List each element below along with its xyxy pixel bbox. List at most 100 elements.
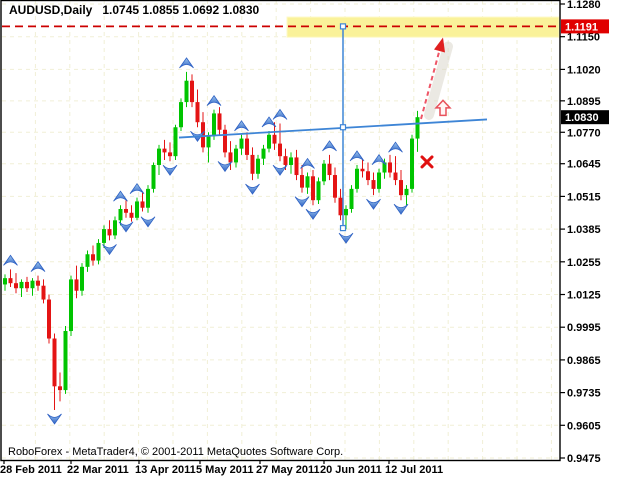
candle-body: [8, 278, 13, 284]
candle-body: [107, 229, 112, 236]
candle-body: [278, 143, 282, 157]
fractal-up-icon: [179, 57, 194, 69]
price-axis-label: 0.9865: [567, 355, 601, 367]
candle-body: [140, 201, 145, 208]
candle-body: [377, 172, 381, 189]
price-axis-label: 1.0385: [567, 224, 601, 236]
candle-body: [393, 172, 398, 181]
stop-x-marker[interactable]: [420, 155, 434, 169]
date-axis-label: 22 Mar 2011: [67, 464, 129, 476]
candle-body: [96, 242, 101, 261]
selection-handle[interactable]: [339, 124, 347, 131]
price-axis-label: 0.9605: [567, 420, 601, 432]
candle-body: [355, 168, 359, 189]
date-axis-label: 12 Jul 2011: [385, 464, 443, 476]
candle-body: [404, 188, 409, 196]
fractal-up-icon: [129, 182, 145, 194]
candle-body: [129, 212, 134, 218]
candle-body: [190, 80, 194, 103]
candle-body: [415, 117, 420, 139]
price-axis-label: 1.0125: [567, 290, 601, 302]
arrow-shadow-band: [424, 41, 453, 120]
price-axis-label: 1.0770: [567, 127, 601, 139]
candle-body: [41, 285, 46, 300]
candle-body: [360, 168, 365, 172]
fractal-down-icon: [140, 216, 156, 228]
candle-body: [102, 229, 106, 243]
fractal-down-icon: [162, 164, 178, 176]
price-axis-label: 1.1280: [567, 0, 601, 11]
candle-body: [36, 280, 40, 286]
candle-body: [300, 175, 304, 188]
price-axis-label: 0.9475: [567, 453, 601, 465]
fractal-up-icon: [300, 157, 315, 169]
fractal-up-icon: [234, 120, 249, 132]
breakout-up-arrow-icon[interactable]: [434, 99, 452, 117]
candle-body: [228, 152, 233, 163]
selection-handle[interactable]: [339, 225, 347, 232]
candle-body: [371, 180, 376, 189]
candle-body: [388, 162, 392, 173]
candle-body: [91, 254, 95, 261]
candle-body: [173, 127, 178, 157]
date-axis-label: 5 May 2011: [196, 464, 254, 476]
fractal-down-icon: [217, 161, 233, 173]
price-axis-label: 0.9735: [567, 388, 601, 400]
price-axis-label: 1.0515: [567, 191, 601, 203]
date-axis-label: 13 Apr 2011: [135, 464, 196, 476]
candle-body: [217, 113, 222, 130]
date-axis-label: 20 Jun 2011: [320, 464, 382, 476]
candle-body: [162, 148, 167, 153]
candle-body: [47, 299, 51, 339]
symbol-period-label: AUDUSD,Daily: [9, 3, 93, 17]
candle-body: [327, 163, 332, 176]
candle-body: [184, 80, 189, 103]
candle-body: [113, 220, 117, 236]
price-axis-label: 0.9995: [567, 322, 601, 334]
fractal-up-icon: [30, 260, 46, 272]
candle-body: [30, 280, 35, 289]
fractal-up-icon: [388, 141, 403, 153]
projection-arrow-line[interactable]: [420, 48, 441, 120]
candle-body: [3, 278, 7, 285]
candle-body: [267, 134, 271, 149]
candle-body: [294, 157, 299, 176]
fractal-down-icon: [338, 232, 354, 244]
candle-body: [151, 164, 156, 189]
fractal-down-icon: [366, 198, 381, 210]
price-axis-label: 1.0255: [567, 257, 601, 269]
selection-handle[interactable]: [339, 23, 347, 30]
candle-body: [250, 154, 255, 174]
candle-body: [69, 279, 73, 331]
candle-body: [201, 122, 205, 148]
candle-body: [316, 181, 321, 201]
current-price-label-box: [561, 110, 609, 125]
candle-body: [195, 102, 200, 123]
candle-body: [14, 283, 18, 289]
date-axis-label: 27 May 2011: [256, 464, 320, 476]
fractal-up-icon: [371, 154, 387, 166]
candle-body: [289, 157, 293, 165]
fractal-down-icon: [294, 196, 310, 208]
candle-body: [333, 175, 337, 198]
projection-arrowhead[interactable]: [434, 37, 445, 53]
candle-body: [63, 330, 68, 391]
candle-body: [366, 171, 370, 181]
fractal-down-icon: [47, 413, 62, 425]
trendline[interactable]: [178, 118, 488, 139]
candle-body: [157, 148, 161, 165]
candle-body: [223, 129, 227, 153]
candle-body: [234, 148, 238, 163]
fractal-down-icon: [305, 208, 321, 220]
fractal-down-icon: [118, 221, 134, 233]
fractal-up-icon: [349, 150, 365, 162]
candle-body: [85, 254, 90, 267]
fractal-down-icon: [393, 203, 409, 215]
fractal-up-icon: [3, 254, 18, 266]
candle-body: [25, 281, 29, 289]
fractal-up-icon: [206, 94, 222, 106]
current-price-label: 1.0830: [565, 112, 599, 124]
fractal-up-icon: [113, 190, 128, 202]
